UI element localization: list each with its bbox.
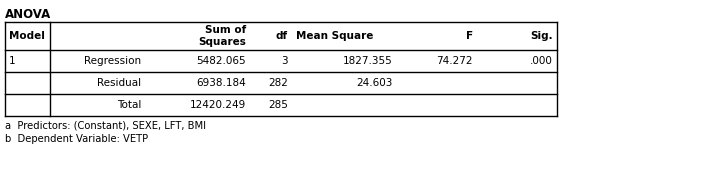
Text: 24.603: 24.603	[357, 78, 393, 88]
Text: df: df	[276, 31, 288, 41]
Text: 285: 285	[268, 100, 288, 110]
Text: 74.272: 74.272	[437, 56, 473, 66]
Text: .000: .000	[530, 56, 553, 66]
Text: ANOVA: ANOVA	[5, 8, 51, 21]
Text: Sig.: Sig.	[531, 31, 553, 41]
Text: 3: 3	[282, 56, 288, 66]
Text: Regression: Regression	[84, 56, 141, 66]
Text: Sum of
Squares: Sum of Squares	[198, 25, 246, 47]
Text: Model: Model	[9, 31, 45, 41]
Text: 1827.355: 1827.355	[343, 56, 393, 66]
Text: 5482.065: 5482.065	[197, 56, 246, 66]
Text: 282: 282	[268, 78, 288, 88]
Text: 12420.249: 12420.249	[190, 100, 246, 110]
Text: b  Dependent Variable: VETP: b Dependent Variable: VETP	[5, 134, 148, 144]
Text: F: F	[466, 31, 473, 41]
Text: Mean Square: Mean Square	[296, 31, 373, 41]
Text: 1: 1	[9, 56, 15, 66]
Text: Total: Total	[117, 100, 141, 110]
Text: Residual: Residual	[97, 78, 141, 88]
Text: a  Predictors: (Constant), SEXE, LFT, BMI: a Predictors: (Constant), SEXE, LFT, BMI	[5, 120, 206, 130]
Text: 6938.184: 6938.184	[197, 78, 246, 88]
